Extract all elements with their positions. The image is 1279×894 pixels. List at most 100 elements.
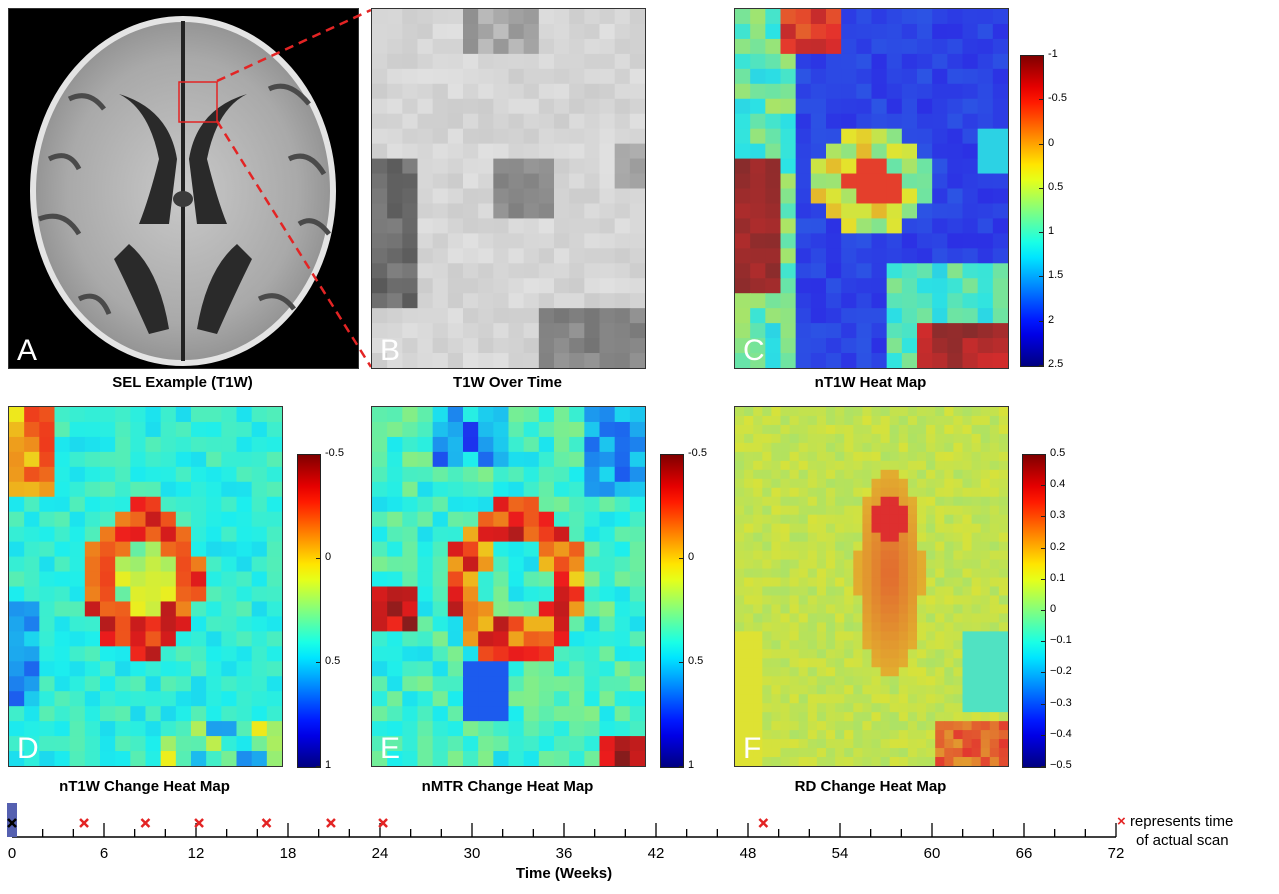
heat-map-cell <box>584 218 601 234</box>
heat-map-cell <box>953 667 964 677</box>
heat-map-cell <box>835 424 845 435</box>
heat-map-cell <box>24 436 40 453</box>
heat-map-cell <box>402 466 419 483</box>
scan-marker-icon: × <box>1117 813 1126 830</box>
heat-map-cell <box>826 407 836 417</box>
heat-map-cell <box>447 451 464 468</box>
heat-map-cell <box>523 68 540 85</box>
heat-map-cell <box>898 658 909 668</box>
heat-map-cell <box>862 541 873 552</box>
heat-map-cell <box>798 721 809 731</box>
heat-map-cell <box>871 694 882 704</box>
heat-map-cell <box>977 308 994 324</box>
heat-map-cell <box>599 691 616 707</box>
heat-map-cell <box>807 532 818 543</box>
heat-map-cell <box>780 649 791 659</box>
colorbar-tick-mark <box>1039 321 1044 322</box>
heat-map-cell <box>463 353 479 368</box>
heat-map-cell <box>844 631 854 641</box>
heat-map-cell <box>599 661 616 677</box>
colorbar-tick-mark <box>316 662 321 663</box>
heat-map-cell <box>962 640 973 650</box>
heat-map-cell <box>554 293 570 309</box>
heat-map-cell <box>387 526 403 543</box>
heat-map-cell <box>417 38 434 55</box>
heat-map-cell <box>24 646 40 662</box>
heat-map-cell <box>886 218 903 234</box>
heat-map-cell <box>614 308 631 324</box>
heat-map-cell <box>478 407 494 423</box>
heat-map-cell <box>856 233 873 249</box>
heat-map-cell <box>798 487 809 498</box>
heat-map-cell <box>175 631 192 647</box>
heat-map-cell <box>554 83 570 100</box>
heat-map-cell <box>826 173 842 190</box>
heat-map-cell <box>735 631 745 641</box>
heat-map-cell <box>84 661 101 677</box>
heat-map-cell <box>69 586 86 603</box>
heat-map-cell <box>841 113 857 130</box>
heat-map-cell <box>538 308 555 324</box>
heat-map-cell <box>478 323 494 339</box>
heat-map-cell <box>789 478 800 489</box>
heat-map-cell <box>463 143 479 160</box>
heat-map-cell <box>432 143 449 160</box>
heat-map-cell <box>735 676 745 686</box>
heat-map-cell <box>953 721 964 731</box>
heat-map-cell <box>992 248 1008 264</box>
heat-map-cell <box>175 466 192 483</box>
heat-map-cell <box>493 128 510 145</box>
heat-map-cell <box>266 421 282 438</box>
heat-map-cell <box>599 98 616 115</box>
heat-map-cell <box>771 514 782 525</box>
heat-map-cell <box>417 203 434 220</box>
heat-map-cell <box>844 442 854 453</box>
heat-map-cell <box>780 293 797 309</box>
heat-map-cell <box>753 433 763 444</box>
heat-map-cell <box>236 481 253 498</box>
heat-map-cell <box>130 616 147 632</box>
heat-map-cell <box>898 757 909 766</box>
heat-map-cell <box>523 451 540 468</box>
heat-map-cell <box>980 694 991 704</box>
heat-map-cell <box>917 113 933 130</box>
heat-map-cell <box>826 577 836 588</box>
heat-map-cell <box>130 676 147 692</box>
heat-map-cell <box>810 278 827 294</box>
heat-map-cell <box>807 577 818 588</box>
heat-map-cell <box>584 691 601 707</box>
heat-map-cell <box>478 233 494 249</box>
heat-map-cell <box>917 68 933 85</box>
heat-map-cell <box>816 649 827 659</box>
heat-map-cell <box>236 407 253 423</box>
heat-map-cell <box>417 646 434 662</box>
heat-map-cell <box>944 541 954 552</box>
heat-map-cell <box>932 68 948 85</box>
heat-map-cell <box>372 23 388 40</box>
heat-map-cell <box>871 757 882 766</box>
heat-map-cell <box>807 595 818 606</box>
heat-map-cell <box>145 421 162 438</box>
heat-map-cell <box>889 658 900 668</box>
heat-map-cell <box>826 415 836 426</box>
heat-map-cell <box>753 649 763 659</box>
colorbar-tick-mark <box>1041 454 1046 455</box>
heat-map-cell <box>789 586 800 597</box>
heat-map-cell <box>935 577 945 588</box>
heat-map-cell <box>844 586 854 597</box>
heat-map-cell <box>926 640 936 650</box>
heat-map-cell <box>841 293 857 309</box>
heat-map-cell <box>798 604 809 615</box>
heat-map-cell <box>599 218 616 234</box>
heat-map-cell <box>989 469 1000 480</box>
heat-map-cell <box>54 421 71 438</box>
heat-map-cell <box>947 23 964 40</box>
heat-map-cell <box>115 526 131 543</box>
heat-map-cell <box>917 433 927 444</box>
heat-map-cell <box>599 571 616 588</box>
heat-map-cell <box>771 541 782 552</box>
heat-map-cell <box>206 676 222 692</box>
heat-map-cell <box>898 460 909 471</box>
heat-map-cell <box>762 667 772 677</box>
heat-map-cell <box>508 218 525 234</box>
